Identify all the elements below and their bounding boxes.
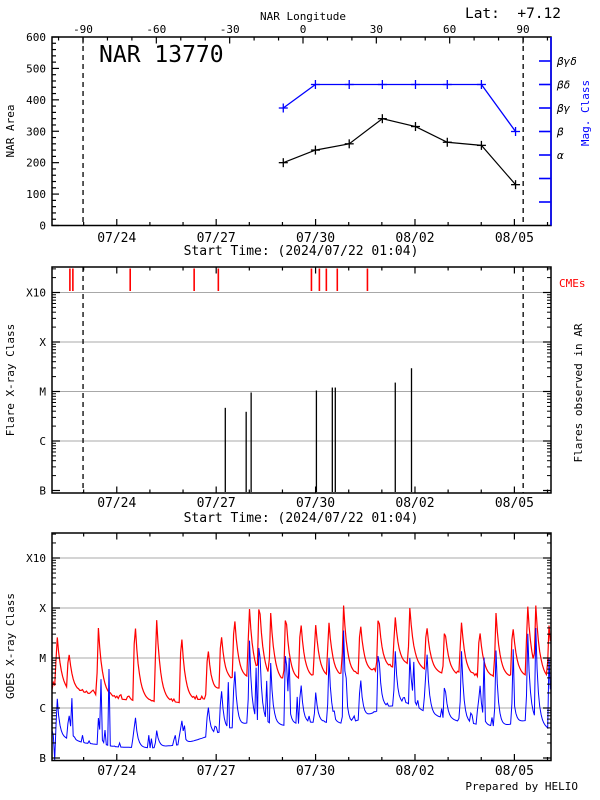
xray-class-tick-label: M	[39, 652, 46, 665]
mag-class-tick-label: βγ	[556, 102, 571, 115]
date-tick-label: 07/24	[97, 496, 136, 511]
xray-class-tick-label: B	[39, 752, 46, 765]
events-layer	[69, 37, 524, 493]
flares-observed-label: Flares observed in AR	[572, 323, 585, 462]
mag-class-tick-label: βγδ	[556, 55, 577, 68]
xray-class-tick-label: X	[39, 602, 46, 615]
goes-axis-label: GOES X-ray Class	[4, 593, 17, 699]
date-tick-label: 07/24	[97, 764, 136, 779]
mag-class-series	[278, 80, 521, 136]
latitude-label: Lat: +7.12	[465, 6, 561, 22]
longitude-tick-label: -30	[220, 23, 240, 36]
mag-class-tick-label: α	[557, 149, 564, 162]
date-tick-label: 07/24	[97, 231, 136, 246]
goes-series	[52, 605, 551, 760]
xray-class-tick-label: C	[39, 435, 46, 448]
date-tick-label: 08/02	[395, 764, 434, 779]
mag-class-tick-label: βδ	[556, 79, 570, 92]
cmes-label: CMEs	[559, 277, 586, 290]
xray-class-tick-label: B	[39, 485, 46, 498]
longitude-tick-label: 30	[370, 23, 383, 36]
data-series-layer	[52, 80, 551, 760]
xray-class-tick-label: M	[39, 386, 46, 399]
area-tick-label: 300	[26, 125, 46, 138]
xray-class-tick-label: C	[39, 702, 46, 715]
longitude-tick-label: -60	[146, 23, 166, 36]
flare-bars	[224, 368, 413, 492]
tick-labels-layer: -90 -60 -30 0 30 60 90 0 100 200 300 400 500 600 βγδ βδ…	[26, 23, 577, 779]
flare-axis-label: Flare X-ray Class	[4, 324, 17, 437]
start-time-label-top: Start Time: (2024/07/22 01:04)	[184, 244, 419, 259]
date-tick-label: 08/02	[395, 496, 434, 511]
start-time-label-mid: Start Time: (2024/07/22 01:04)	[184, 511, 419, 526]
date-tick-label: 07/27	[197, 764, 236, 779]
longitude-tick-label: 90	[516, 23, 529, 36]
xray-class-tick-label: X10	[26, 552, 46, 565]
nar-area-series	[278, 114, 521, 190]
axes-ticks-layer	[51, 36, 552, 762]
mag-class-axis-label: Mag. Class	[579, 80, 592, 146]
area-tick-label: 400	[26, 94, 46, 107]
goes-long-red-series	[52, 605, 551, 704]
area-tick-label: 600	[26, 31, 46, 44]
mag-class-tick-label: β	[556, 126, 564, 139]
xray-class-tick-label: X10	[26, 287, 46, 300]
area-tick-label: 0	[39, 220, 46, 233]
date-tick-label: 07/30	[296, 231, 335, 246]
credit-label: Prepared by HELIO	[465, 780, 578, 793]
date-tick-label: 07/30	[296, 496, 335, 511]
area-tick-label: 200	[26, 157, 46, 170]
longitude-tick-label: -90	[73, 23, 93, 36]
xray-class-tick-label: X	[39, 336, 46, 349]
plot-title: NAR 13770	[99, 42, 224, 68]
longitude-tick-label: 60	[443, 23, 456, 36]
date-tick-label: 08/05	[495, 496, 534, 511]
top-axis-title: NAR Longitude	[260, 10, 346, 23]
date-tick-label: 08/02	[395, 231, 434, 246]
date-tick-label: 08/05	[495, 764, 534, 779]
date-tick-label: 07/27	[197, 231, 236, 246]
nar-area-axis-label: NAR Area	[4, 105, 17, 158]
cme-ticks	[69, 268, 369, 291]
area-tick-label: 500	[26, 62, 46, 75]
date-tick-label: 08/05	[495, 231, 534, 246]
date-tick-label: 07/30	[296, 764, 335, 779]
goes-short-blue-series	[52, 627, 551, 760]
gridlines-layer	[52, 291, 551, 709]
date-tick-label: 07/27	[197, 496, 236, 511]
longitude-tick-label: 0	[300, 23, 307, 36]
area-tick-label: 100	[26, 188, 46, 201]
